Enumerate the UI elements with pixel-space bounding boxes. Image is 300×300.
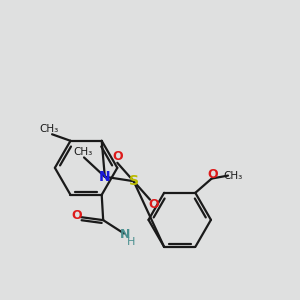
Text: CH₃: CH₃ — [40, 124, 59, 134]
Text: CH₃: CH₃ — [224, 171, 243, 181]
Text: H: H — [127, 236, 135, 247]
Text: CH₃: CH₃ — [73, 147, 92, 157]
Text: O: O — [148, 199, 159, 212]
Text: S: S — [129, 174, 139, 188]
Text: N: N — [120, 228, 131, 241]
Text: O: O — [208, 169, 218, 182]
Text: N: N — [99, 170, 111, 184]
Text: O: O — [71, 209, 82, 223]
Text: O: O — [112, 150, 123, 163]
